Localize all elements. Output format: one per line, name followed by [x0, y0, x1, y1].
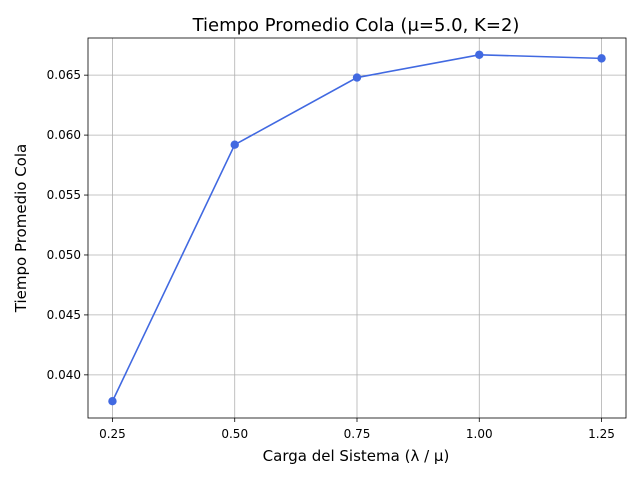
- y-axis-label: Tiempo Promedio Cola: [12, 144, 30, 313]
- y-tick-label: 0.040: [47, 368, 81, 382]
- x-axis: 0.25 0.50 0.75 1.00 1.25: [99, 418, 615, 441]
- y-tick-label: 0.055: [47, 188, 81, 202]
- data-point: [475, 50, 484, 59]
- data-point: [352, 73, 362, 82]
- y-tick-label: 0.050: [47, 248, 81, 262]
- y-tick-label: 0.060: [47, 128, 81, 142]
- x-tick-label: 0.75: [344, 427, 371, 441]
- data-point: [597, 54, 606, 63]
- x-tick-label: 0.25: [99, 427, 126, 441]
- series-layer: [108, 50, 606, 406]
- data-point: [108, 397, 117, 406]
- y-axis: 0.040 0.045 0.050 0.055 0.060 0.065: [47, 68, 88, 382]
- x-tick-label: 1.00: [466, 427, 493, 441]
- y-tick-label: 0.065: [47, 68, 81, 82]
- x-tick-label: 0.50: [221, 427, 248, 441]
- x-axis-label: Carga del Sistema (λ / μ): [263, 447, 450, 465]
- chart-title: Tiempo Promedio Cola (μ=5.0, K=2): [192, 15, 520, 36]
- grid: [88, 38, 626, 418]
- x-tick-label: 1.25: [588, 427, 615, 441]
- y-tick-label: 0.045: [47, 308, 81, 322]
- data-point: [230, 140, 239, 149]
